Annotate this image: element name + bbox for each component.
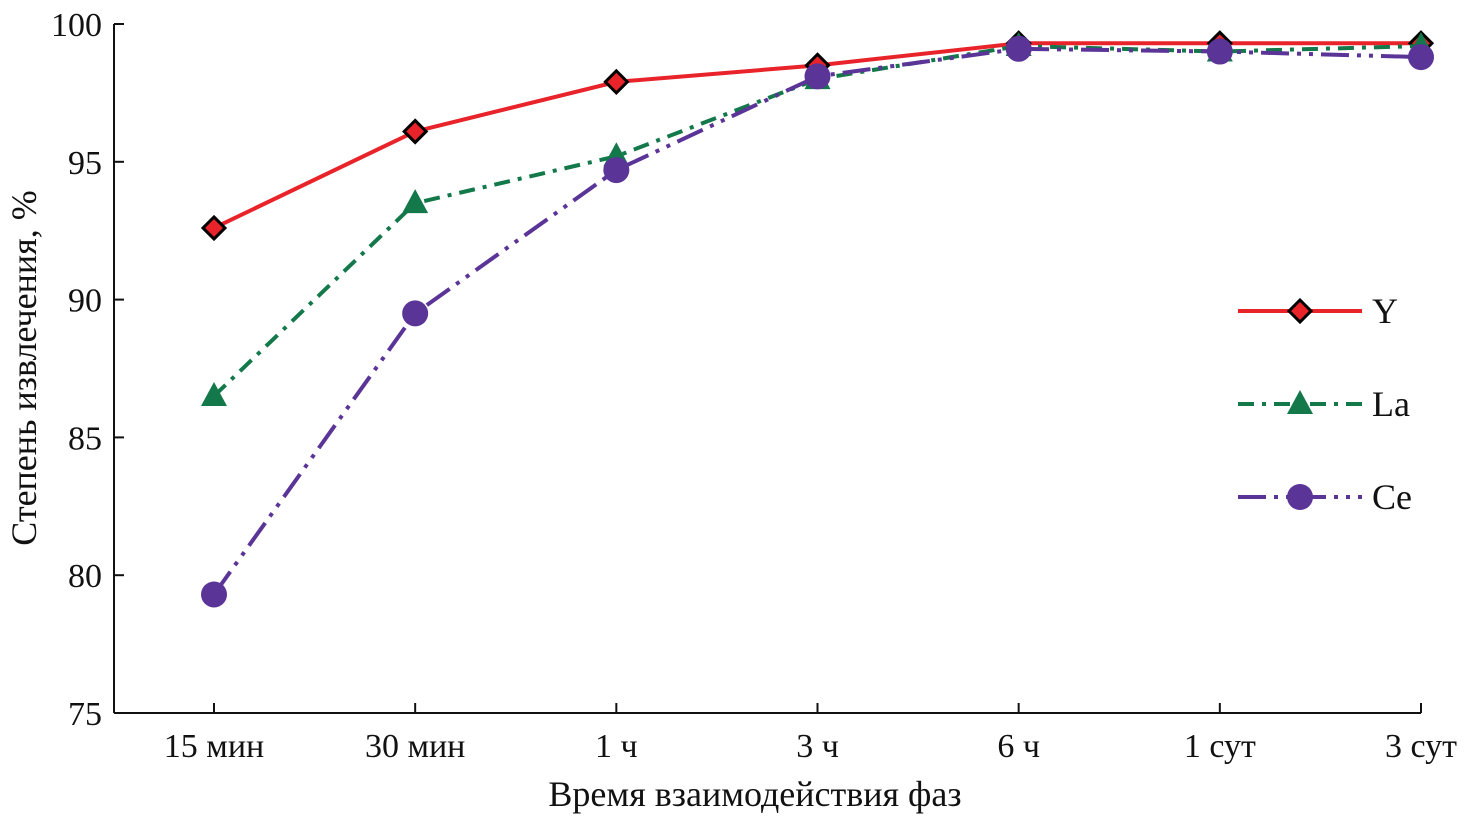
series-y — [200, 30, 1435, 242]
legend-marker — [1287, 390, 1313, 414]
legend-label: La — [1372, 384, 1410, 424]
legend-item-ce: Ce — [1238, 477, 1412, 517]
x-axis-label: Время взаимодействия фаз — [548, 774, 961, 814]
data-point-y — [603, 68, 630, 95]
y-tick-label: 80 — [68, 558, 102, 595]
legend: Y La Ce — [1238, 291, 1412, 517]
data-point-ce — [201, 581, 227, 608]
legend-marker — [1286, 297, 1314, 325]
data-point-ce — [1206, 38, 1233, 65]
x-tick-label: 3 сут — [1385, 728, 1457, 765]
x-tick-label: 15 мин — [164, 728, 264, 765]
data-point-y — [200, 214, 228, 242]
series-line-ce — [212, 46, 1422, 596]
x-tick-label: 6 ч — [997, 728, 1040, 765]
data-point-ce — [1005, 35, 1032, 62]
legend-item-la: La — [1238, 384, 1410, 424]
x-tick-label: 1 сут — [1184, 728, 1256, 765]
y-tick-label: 85 — [68, 420, 102, 457]
y-axis-label: Степень извлечения, % — [4, 190, 44, 545]
data-point-ce — [603, 157, 630, 184]
series-ce — [201, 35, 1434, 608]
x-tick-label: 3 ч — [796, 728, 839, 765]
data-point-ce — [402, 300, 429, 327]
y-tick-label: 90 — [68, 283, 102, 320]
legend-item-y: Y — [1238, 291, 1398, 331]
data-point-la — [201, 382, 227, 407]
x-tick-label: 30 мин — [365, 728, 465, 765]
data-point-y — [402, 118, 429, 145]
legend-label: Y — [1372, 291, 1398, 331]
y-tick-label: 100 — [51, 7, 102, 44]
axes: 75 80 85 90 95 100 15 мин 30 мин 1 ч 3 ч 6 ч 1 сут 3… — [51, 7, 1457, 765]
legend-marker — [1287, 484, 1313, 510]
y-tick-label: 75 — [68, 696, 102, 733]
data-point-la — [402, 189, 429, 214]
y-tick-label: 95 — [68, 145, 102, 182]
data-point-ce — [1408, 44, 1434, 71]
legend-label: Ce — [1372, 477, 1412, 517]
data-point-ce — [804, 63, 831, 90]
series-group — [200, 30, 1435, 608]
x-tick-label: 1 ч — [595, 728, 638, 765]
